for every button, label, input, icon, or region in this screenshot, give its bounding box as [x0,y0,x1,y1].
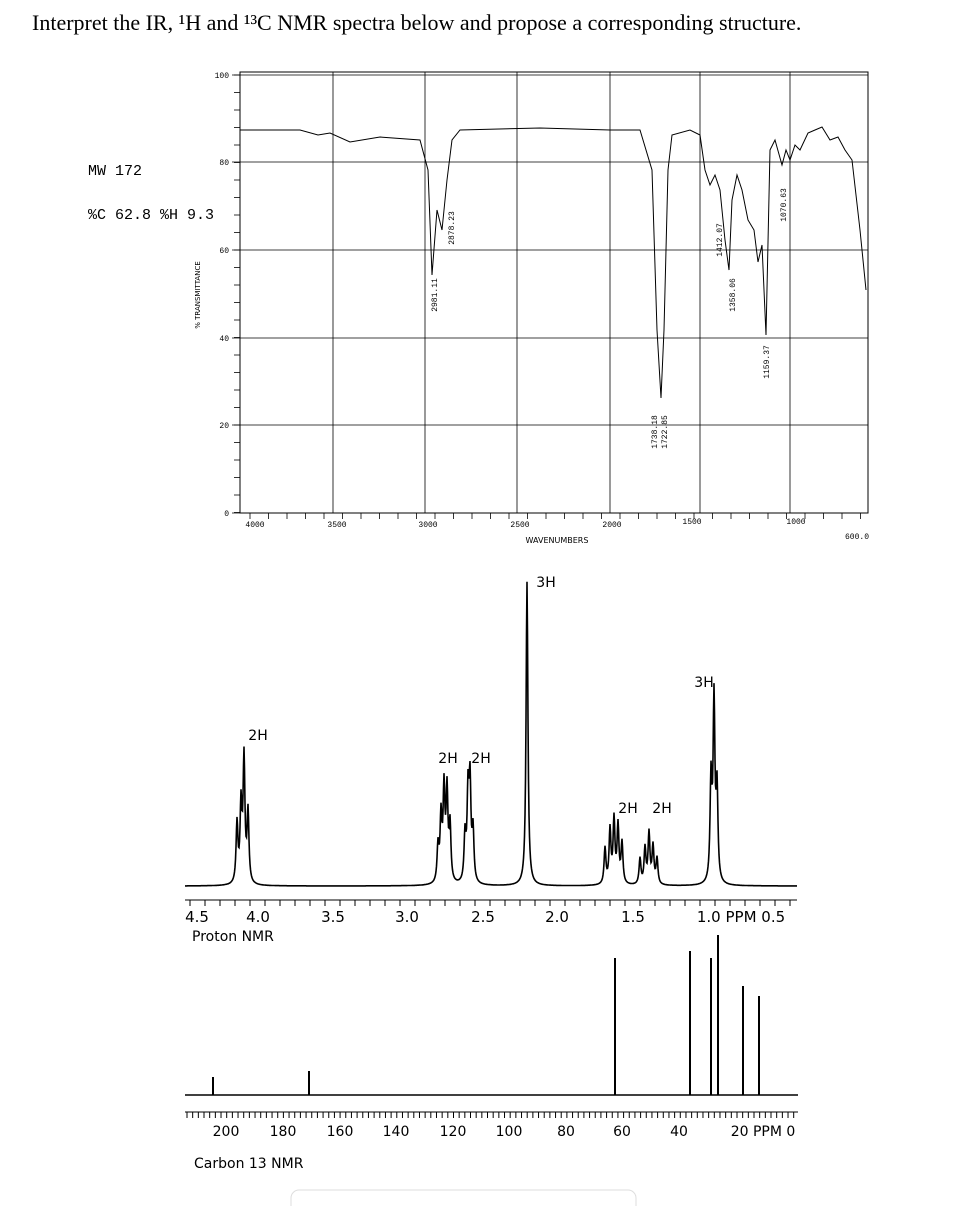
x-tick-label: 4000 [245,521,264,530]
y-tick-label: 0 [224,510,229,519]
proton-tick-label: 2.5 [471,908,495,926]
peak-label: 1738.18 [651,415,660,449]
proton-tick-label: 1.0 PPM 0.5 [697,908,785,926]
y-tick-label: 100 [215,72,230,81]
carbon-tick-label: 20 PPM 0 [731,1124,796,1140]
peak-label: 2878.23 [448,211,457,245]
carbon-tick-label: 140 [383,1124,410,1140]
x-tick-label: 3500 [327,521,346,530]
input-box[interactable] [290,1189,637,1206]
carbon-tick-label: 200 [213,1124,240,1140]
integration: 2H [652,801,671,817]
carbon-tick-label: 120 [440,1124,467,1140]
carbon-tick-label: 80 [557,1124,575,1140]
x-tick-label: 1500 [682,518,701,527]
peak-label: 1070.63 [780,188,789,222]
integration: 2H [471,751,490,767]
peak-label: 1722.85 [661,415,670,449]
ir-spectrum [240,126,867,399]
carbon-tick-label: 60 [613,1124,631,1140]
carbon-tick-label: 100 [496,1124,523,1140]
x-axis-label: WAVENUMBERS [526,536,589,545]
integration: 3H [694,675,713,691]
y-tick-label: 80 [219,159,229,168]
peak-label: 1358.06 [729,278,738,312]
proton-tick-label: 3.5 [321,908,345,926]
integration: 3H [536,575,555,591]
x-tick-label: 1000 [786,518,805,527]
question: Interpret the IR, ¹H and ¹³C NMR spectra… [32,10,801,35]
proton-tick-label: 3.0 [395,908,419,926]
carbon-tick-label: 160 [327,1124,354,1140]
proton-tick-label: 4.0 [246,908,270,926]
y-axis-label: % TRANSMITTANCE [194,261,202,329]
proton-tick-label: 2.0 [545,908,569,926]
carbon-tick-label: 40 [670,1124,688,1140]
ir-frame [239,71,869,514]
peak-label: 2981.11 [431,278,440,312]
integration: 2H [438,751,457,767]
y-tick-label: 40 [219,335,229,344]
integration: 2H [618,801,637,817]
y-tick-label: 60 [219,247,229,256]
proton-label: Proton NMR [192,929,274,945]
x-tick-label: 600.0 [845,533,869,542]
peak-label: 1412.07 [716,223,725,257]
proton-spectrum [185,581,797,887]
integration: 2H [248,728,267,744]
peak-label: 1159.37 [763,345,772,379]
mw: MW 172 [88,163,142,180]
x-tick-label: 2000 [602,521,621,530]
x-tick-label: 3000 [418,521,437,530]
proton-tick-label: 4.5 [185,908,209,926]
proton-tick-label: 1.5 [621,908,645,926]
carbon-label: Carbon 13 NMR [194,1156,304,1172]
x-tick-label: 2500 [510,521,529,530]
composition: %C 62.8 %H 9.3 [88,207,214,224]
carbon-tick-label: 180 [270,1124,297,1140]
y-tick-label: 20 [219,422,229,431]
